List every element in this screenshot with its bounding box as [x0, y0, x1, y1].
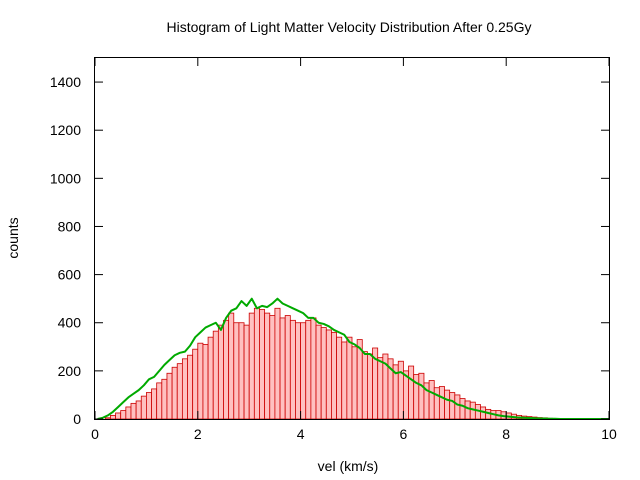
histogram-bar	[259, 309, 266, 420]
histogram-bar	[310, 317, 317, 420]
histogram-bar	[104, 417, 111, 420]
histogram-bar	[397, 360, 404, 420]
histogram-bar	[161, 378, 168, 420]
histogram-bar	[212, 330, 219, 420]
histogram-bar	[305, 319, 312, 420]
y-tick-label: 1400	[50, 74, 81, 90]
histogram-bar	[464, 400, 471, 420]
histogram-bar	[248, 312, 255, 420]
histogram-bar	[320, 327, 327, 420]
histogram-bar	[438, 386, 445, 420]
histogram-bar	[145, 392, 152, 420]
histogram-bar	[228, 312, 235, 420]
histogram-bar	[315, 324, 322, 420]
y-tick-label: 800	[58, 218, 82, 234]
histogram-bar	[274, 307, 281, 420]
histogram-bar	[197, 342, 204, 420]
histogram-bar	[192, 348, 199, 420]
y-tick-label: 1200	[50, 122, 81, 138]
x-tick-label: 8	[502, 426, 510, 442]
histogram-bar	[459, 398, 466, 420]
y-axis-title: counts	[5, 217, 21, 258]
histogram-bar	[238, 322, 245, 420]
distribution-line-path	[97, 297, 609, 420]
x-tick-label: 0	[91, 426, 99, 442]
histogram-bar	[120, 410, 127, 420]
histogram-bar	[336, 336, 343, 420]
histogram-bar	[151, 388, 158, 420]
histogram-bar	[253, 307, 260, 420]
histogram-bar	[207, 336, 214, 420]
histogram-bar	[346, 336, 353, 420]
axis-ticks: 0 2 4 6 8 10 0 200 400 600 800 1000 1200 1400	[50, 58, 617, 442]
histogram-bar	[269, 315, 276, 420]
histogram-bar	[243, 324, 250, 420]
histogram-bar	[223, 319, 230, 420]
histogram-bar	[418, 372, 425, 420]
histogram-bar	[171, 366, 178, 420]
histogram-bar	[377, 357, 384, 420]
histogram-bar	[325, 329, 332, 420]
histogram-bar	[125, 406, 132, 420]
histogram-bar	[140, 395, 147, 420]
y-tick-label: 0	[73, 411, 81, 427]
histogram-bar	[279, 317, 286, 420]
histogram-bar	[156, 382, 163, 420]
histogram-bar	[351, 346, 358, 420]
histogram-bar	[264, 312, 271, 420]
histogram-bar	[449, 392, 456, 420]
histogram-bar	[341, 341, 348, 420]
histogram-bar	[176, 363, 183, 420]
histogram-bar	[289, 319, 296, 420]
histogram-bar	[115, 412, 122, 420]
histogram-bar	[166, 372, 173, 420]
histogram-bar	[428, 380, 435, 420]
histogram-bar	[300, 322, 307, 420]
histogram-bars	[104, 307, 564, 420]
y-tick-label: 400	[58, 315, 82, 331]
y-tick-label: 1000	[50, 170, 81, 186]
histogram-bar	[187, 354, 194, 420]
histogram-bar	[284, 315, 291, 420]
histogram-bar	[233, 322, 240, 420]
histogram-bar	[433, 387, 440, 420]
histogram-bar	[295, 322, 301, 420]
histogram-bar	[361, 351, 368, 420]
histogram-bar	[454, 394, 461, 420]
histogram-bar	[202, 343, 209, 420]
histogram-bar	[181, 358, 188, 420]
y-tick-label: 200	[58, 363, 82, 379]
histogram-bar	[130, 402, 137, 420]
histogram-bar	[331, 331, 337, 420]
plot-frame	[94, 57, 610, 420]
x-tick-label: 4	[297, 426, 305, 442]
x-tick-label: 10	[601, 426, 617, 442]
histogram-bar	[444, 389, 451, 420]
x-axis-title: vel (km/s)	[318, 458, 379, 474]
histogram-bar	[217, 324, 224, 420]
histogram-bar	[408, 365, 415, 420]
chart-title: Histogram of Light Matter Velocity Distr…	[167, 19, 532, 35]
histogram-bar	[367, 353, 373, 420]
x-tick-label: 2	[194, 426, 202, 442]
histogram-bar	[110, 414, 116, 420]
histogram-bar	[135, 400, 142, 420]
distribution-line	[97, 297, 609, 420]
y-tick-label: 600	[58, 267, 82, 283]
x-tick-label: 6	[400, 426, 408, 442]
